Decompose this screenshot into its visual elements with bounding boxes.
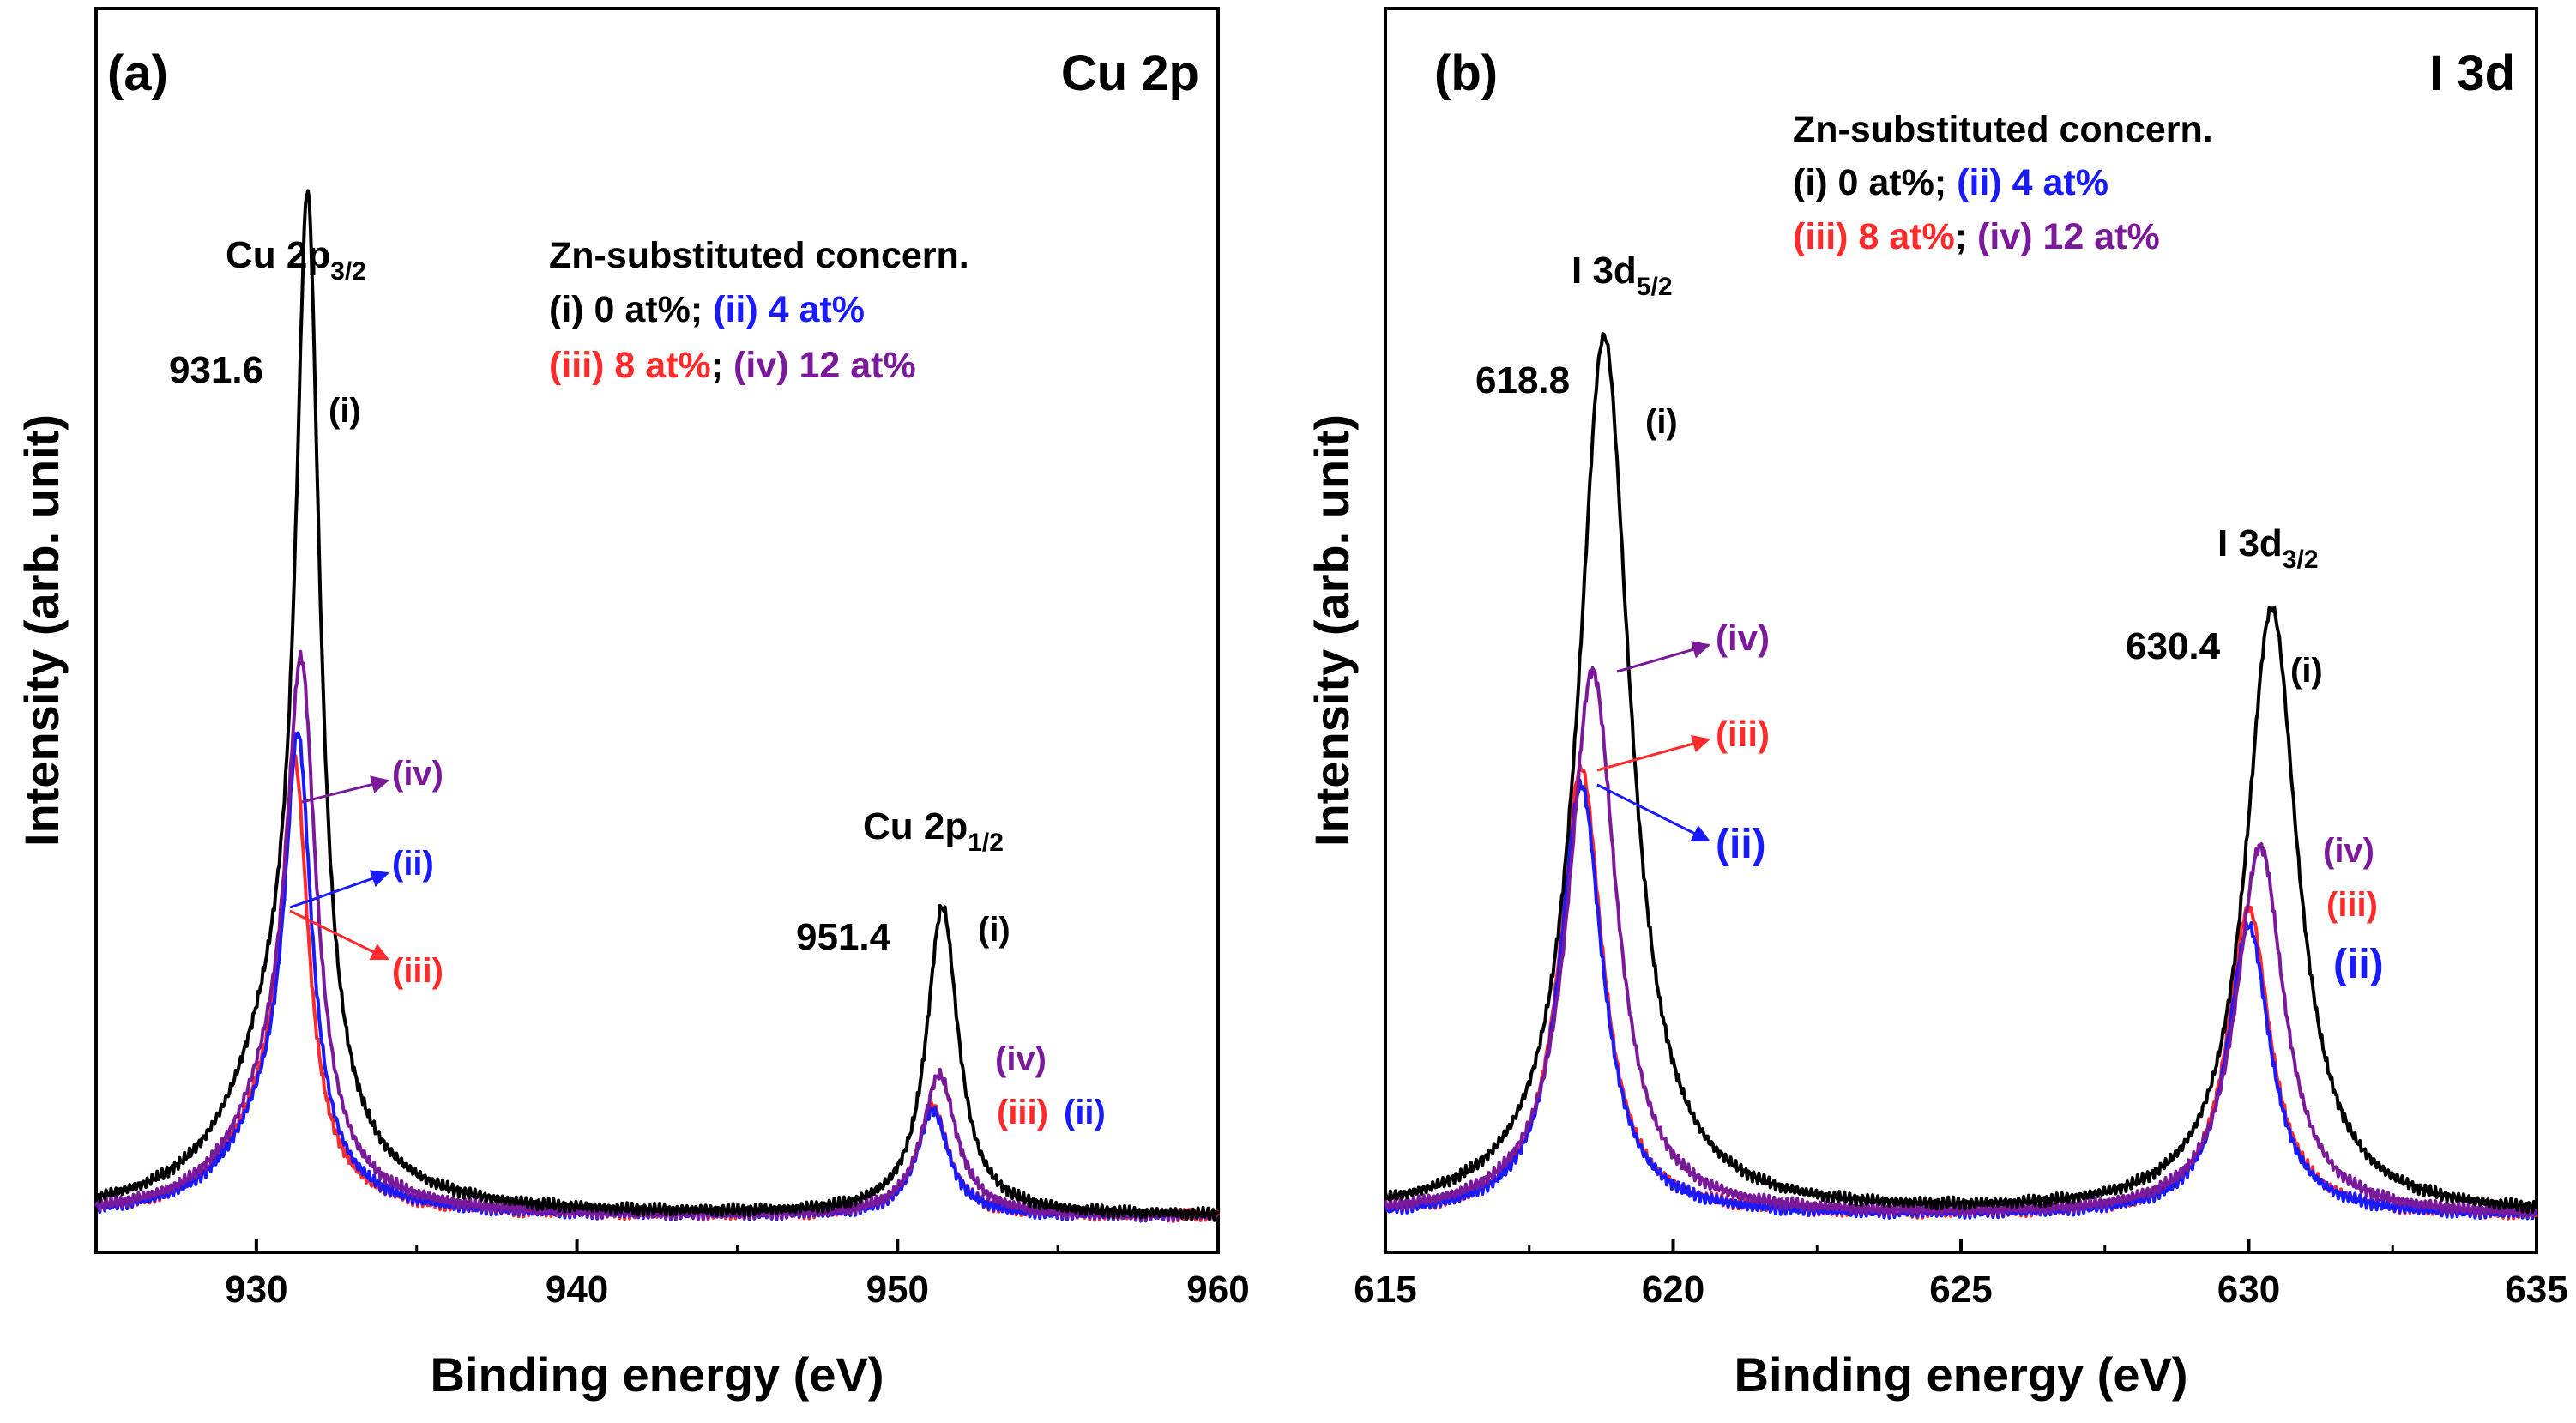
panel-a-legend-line1: (i) 0 at%; (ii) 4 at% — [549, 289, 865, 330]
panel-b-tag-ii-2: (ii) — [2333, 942, 2384, 987]
panel-a-x-ticks: 930 940 950 960 — [225, 1239, 1250, 1311]
panel-a-y-axis-label: Intensity (arb. unit) — [15, 414, 69, 847]
panel-b-tag-i-2: (i) — [2290, 652, 2323, 690]
panel-b-arrow-ii — [1596, 783, 1710, 842]
x-tick-label-960: 960 — [1186, 1269, 1249, 1311]
panel-a-tag-ii-1: (ii) — [392, 845, 434, 883]
panel-a-tag-i-2: (i) — [978, 911, 1010, 949]
panel-b-tag-iii-1: (iii) — [1716, 714, 1770, 754]
series-line-i — [1384, 332, 2537, 1215]
panel-b-peak2-value: 630.4 — [2126, 625, 2221, 667]
x-tick-label-950: 950 — [866, 1269, 929, 1311]
x-tick-label-630: 630 — [2217, 1269, 2280, 1311]
panel-a-frame — [94, 7, 1220, 1254]
series-line-i — [95, 189, 1220, 1222]
panel-b-x-axis-label: Binding energy (eV) — [1734, 1348, 2188, 1402]
panel-b-tag-ii-1: (ii) — [1716, 822, 1766, 867]
x-tick-label-620: 620 — [1642, 1269, 1704, 1311]
x-tick-label-940: 940 — [546, 1269, 608, 1311]
panel-a-arrow-iii — [289, 909, 389, 961]
panel-b-arrow-iv — [1616, 641, 1711, 673]
panel-b-x-ticks: 615 620 625 630 635 — [1354, 1239, 2568, 1311]
panel-a-tag-iii-1: (iii) — [392, 952, 443, 990]
panel-b-tag-iv-2: (iv) — [2323, 832, 2374, 870]
panel-a-title: Cu 2p — [1061, 45, 1199, 101]
x-tick-label-635: 635 — [2505, 1269, 2567, 1311]
panel-a-curves — [94, 189, 1220, 1223]
panel-a-label: (a) — [107, 45, 168, 101]
panel-a-peak1-value: 931.6 — [169, 349, 263, 391]
series-line-ii — [94, 731, 1219, 1223]
panel-b-arrow-iii — [1596, 734, 1711, 772]
x-tick-label-930: 930 — [225, 1269, 287, 1311]
panel-b-label: (b) — [1434, 45, 1498, 101]
panel-a-tag-i-1: (i) — [329, 392, 361, 430]
panel-a-arrow-iv — [301, 775, 390, 804]
panel-a-peak1-label: Cu 2p3/2 — [226, 234, 366, 286]
panel-b-peak1-label: I 3d5/2 — [1572, 250, 1673, 301]
panel-a-cu2p: 930 940 950 960 (a) Cu 2p Intensity (arb. u… — [15, 7, 1250, 1402]
panel-b-legend-title: Zn-substituted concern. — [1793, 109, 2213, 150]
panel-a-tag-iii-2: (iii) — [997, 1094, 1048, 1131]
panel-a-peak2-value: 951.4 — [796, 916, 891, 958]
panel-b-tag-iv-1: (iv) — [1716, 618, 1770, 658]
panel-a-tag-iv-2: (iv) — [995, 1040, 1047, 1078]
panel-b-title: I 3d — [2429, 45, 2515, 101]
panel-a-tag-iv-1: (iv) — [392, 755, 443, 793]
panel-b-y-axis-label: Intensity (arb. unit) — [1305, 414, 1359, 847]
panel-b-peak1-value: 618.8 — [1475, 359, 1570, 401]
series-line-iii — [94, 754, 1220, 1223]
panel-b-legend-line2: (iii) 8 at%; (iv) 12 at% — [1793, 216, 2160, 257]
panel-a-tag-ii-2: (ii) — [1064, 1094, 1106, 1131]
panel-a-peak2-label: Cu 2p1/2 — [863, 805, 1004, 857]
x-tick-label-615: 615 — [1354, 1269, 1416, 1311]
panel-a-legend-line2: (iii) 8 at%; (iv) 12 at% — [549, 345, 916, 386]
panel-b-tag-iii-2: (iii) — [2326, 886, 2378, 924]
panel-a-legend-title: Zn-substituted concern. — [549, 235, 969, 276]
series-line-iv — [94, 649, 1219, 1222]
panel-b-peak2-label: I 3d3/2 — [2217, 522, 2319, 574]
x-tick-label-625: 625 — [1929, 1269, 1992, 1311]
panel-b-legend-line1: (i) 0 at%; (ii) 4 at% — [1793, 162, 2108, 203]
panel-b-i3d: 615 620 625 630 635 (b) I 3d Intensity (arb.… — [1305, 7, 2568, 1402]
panel-a-x-axis-label: Binding energy (eV) — [431, 1348, 884, 1402]
panel-a-arrow-ii — [289, 870, 389, 909]
panel-b-tag-i-1: (i) — [1645, 403, 1678, 441]
panel-b-curves — [1384, 332, 2538, 1221]
